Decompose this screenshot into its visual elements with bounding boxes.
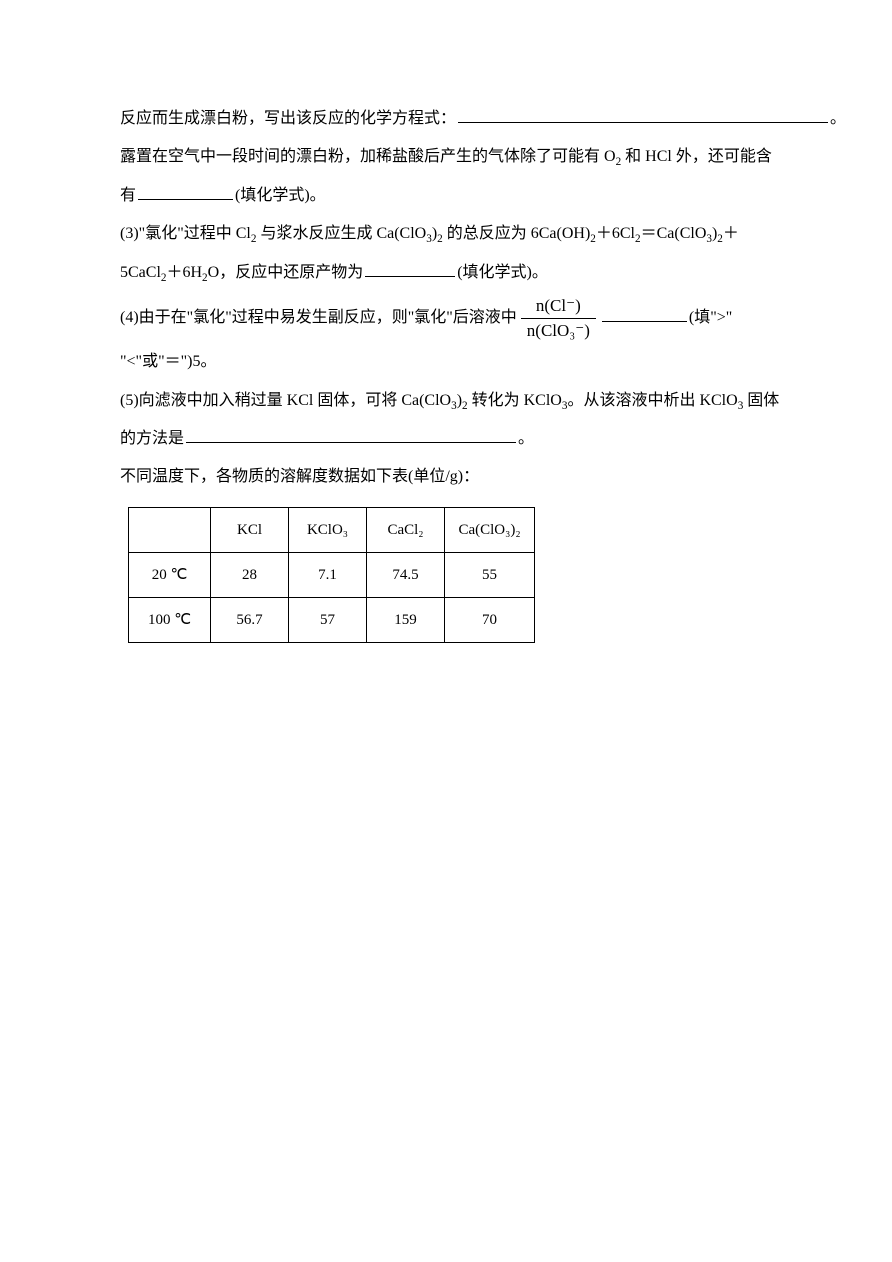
text: (填">" [689, 309, 732, 326]
text-line: 有 (填化学式)。 [120, 177, 802, 215]
text: 和 HCl 外，还可能含 [621, 148, 772, 165]
text-line: 的方法是 。 [120, 420, 802, 458]
table-cell: 55 [445, 552, 535, 597]
text-line: "<"或"＝")5。 [120, 343, 802, 381]
text-line: 不同温度下，各物质的溶解度数据如下表(单位/g)： [120, 458, 802, 496]
text: ＝Ca(ClO [641, 225, 707, 242]
table-row: 100 ℃ 56.7 57 159 70 [129, 597, 535, 642]
fill-blank[interactable] [186, 427, 516, 443]
text: (4)由于在"氯化"过程中易发生副反应，则"氯化"后溶液中 [120, 309, 517, 326]
text-line: 露置在空气中一段时间的漂白粉，加稀盐酸后产生的气体除了可能有 O2 和 HCl … [120, 138, 802, 176]
text: 露置在空气中一段时间的漂白粉，加稀盐酸后产生的气体除了可能有 O [120, 148, 616, 165]
table-header-cell [129, 507, 211, 552]
table-cell: 7.1 [289, 552, 367, 597]
text-line: 反应而生成漂白粉，写出该反应的化学方程式：。 [120, 100, 802, 138]
text: ＋6H [166, 264, 202, 281]
table-cell: 70 [445, 597, 535, 642]
table-cell: 100 ℃ [129, 597, 211, 642]
text: (5)向滤液中加入稍过量 KCl 固体，可将 Ca(ClO [120, 392, 451, 409]
fraction-denominator: n(ClO₃⁻) [521, 318, 596, 341]
fraction-numerator: n(Cl⁻) [521, 296, 596, 318]
text: 与浆水反应生成 Ca(ClO [256, 225, 426, 242]
text: (填化学式)。 [235, 187, 326, 204]
fill-blank[interactable] [602, 306, 687, 322]
table-cell: 74.5 [367, 552, 445, 597]
text: 的方法是 [120, 430, 184, 447]
text: (3)"氯化"过程中 Cl [120, 225, 251, 242]
table-header-cell: KClO₃ [289, 507, 367, 552]
text-line: (4)由于在"氯化"过程中易发生副反应，则"氯化"后溶液中n(Cl⁻)n(ClO… [120, 292, 802, 343]
text: 有 [120, 187, 136, 204]
table-header-cell: KCl [211, 507, 289, 552]
table-cell: 28 [211, 552, 289, 597]
fraction: n(Cl⁻)n(ClO₃⁻) [521, 296, 596, 340]
text: O，反应中还原产物为 [208, 264, 364, 281]
text-line: 5CaCl2＋6H2O，反应中还原产物为(填化学式)。 [120, 254, 802, 292]
text: 不同温度下，各物质的溶解度数据如下表(单位/g)： [120, 468, 479, 485]
table-header-row: KCl KClO₃ CaCl₂ Ca(ClO₃)₂ [129, 507, 535, 552]
text: 反应而生成漂白粉，写出该反应的化学方程式： [120, 110, 456, 127]
table-cell: 20 ℃ [129, 552, 211, 597]
text: "<"或"＝")5。 [120, 353, 216, 370]
text: 固体 [743, 392, 779, 409]
table-header-cell: CaCl₂ [367, 507, 445, 552]
text: 。 [518, 430, 534, 447]
text: 的总反应为 6Ca(OH) [443, 225, 591, 242]
text: ＋6Cl [596, 225, 635, 242]
text: ＋ [723, 225, 739, 242]
document-page: 反应而生成漂白粉，写出该反应的化学方程式：。 露置在空气中一段时间的漂白粉，加稀… [0, 0, 892, 643]
table-cell: 57 [289, 597, 367, 642]
text: 。 [830, 110, 846, 127]
table-row: 20 ℃ 28 7.1 74.5 55 [129, 552, 535, 597]
text: 。从该溶液中析出 KClO [567, 392, 737, 409]
table-cell: 56.7 [211, 597, 289, 642]
fill-blank[interactable] [365, 261, 455, 277]
text: (填化学式)。 [457, 264, 548, 281]
text-line: (5)向滤液中加入稍过量 KCl 固体，可将 Ca(ClO3)2 转化为 KCl… [120, 382, 802, 420]
text: 转化为 KClO [468, 392, 562, 409]
solubility-table: KCl KClO₃ CaCl₂ Ca(ClO₃)₂ 20 ℃ 28 7.1 74… [128, 507, 535, 643]
text-line: (3)"氯化"过程中 Cl2 与浆水反应生成 Ca(ClO3)2 的总反应为 6… [120, 215, 802, 253]
fill-blank[interactable] [138, 184, 233, 200]
text: 5CaCl [120, 264, 161, 281]
fill-blank[interactable] [458, 107, 828, 123]
table-header-cell: Ca(ClO₃)₂ [445, 507, 535, 552]
table-cell: 159 [367, 597, 445, 642]
